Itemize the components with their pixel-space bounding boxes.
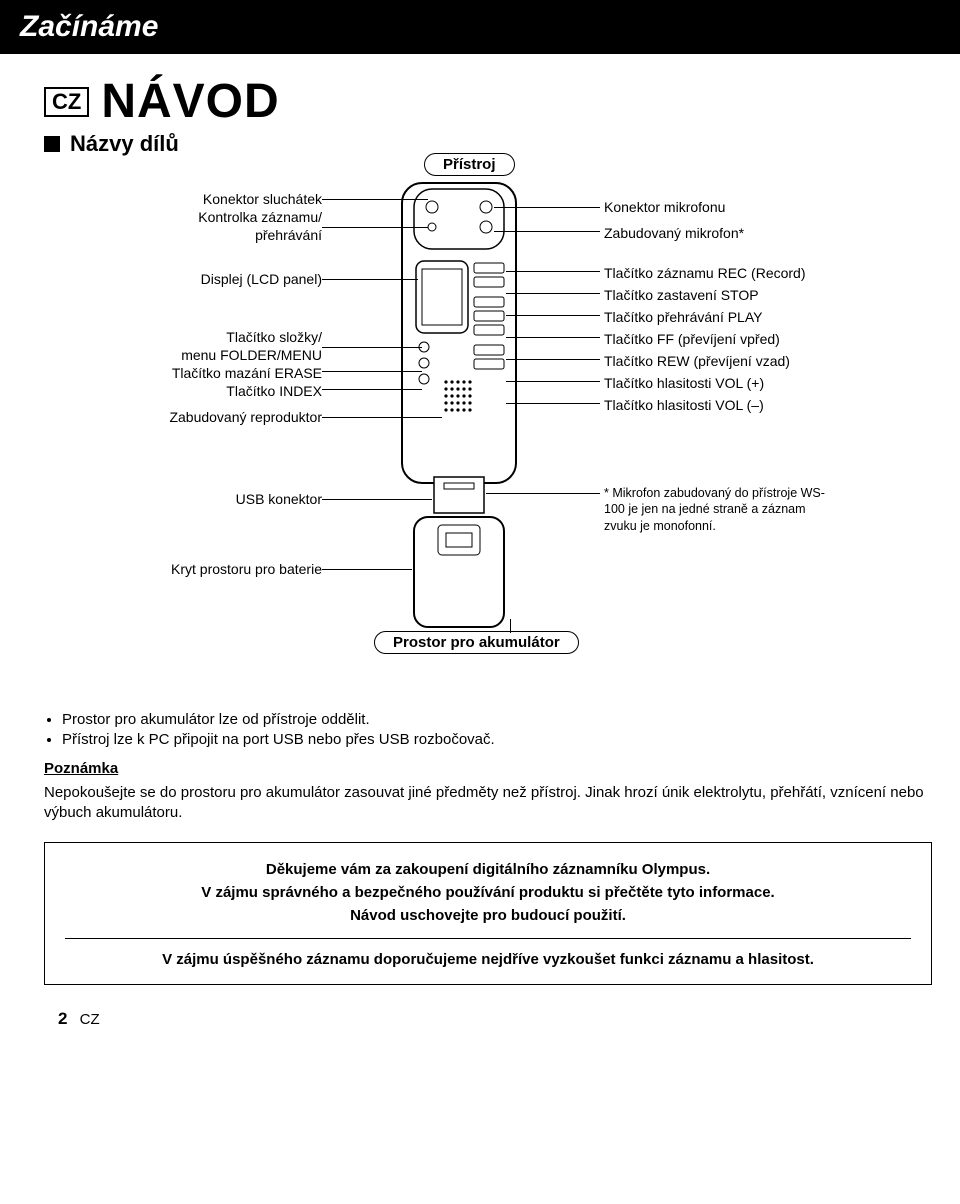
callout-stop: Tlačítko zastavení STOP: [604, 287, 759, 305]
callout-rec: Tlačítko záznamu REC (Record): [604, 265, 806, 283]
leader-line: [322, 279, 418, 280]
callout-erase: Tlačítko mazání ERASE: [172, 365, 322, 383]
callout-rew: Tlačítko REW (převíjení vzad): [604, 353, 790, 371]
info-thanks: Děkujeme vám za zakoupení digitálního zá…: [65, 859, 911, 926]
callout-text: Tlačítko hlasitosti VOL (+): [604, 375, 764, 391]
callout-vol-up: Tlačítko hlasitosti VOL (+): [604, 375, 764, 393]
mic-footnote: * Mikrofon zabudovaný do přístroje WS-10…: [604, 485, 834, 534]
battery-compartment-text: Prostor pro akumulátor: [393, 634, 560, 651]
callout-text: Tlačítko REW (převíjení vzad): [604, 353, 790, 369]
leader-line: [506, 271, 600, 272]
leader-line: [494, 231, 600, 232]
leader-line: [322, 417, 442, 418]
callout-vol-down: Tlačítko hlasitosti VOL (–): [604, 397, 764, 415]
callout-text: Tlačítko zastavení STOP: [604, 287, 759, 303]
leader-line: [506, 403, 600, 404]
note-body: Nepokoušejte se do prostoru pro akumulát…: [44, 783, 932, 824]
page-footer: 2 CZ: [44, 1009, 932, 1029]
callout-text: Tlačítko záznamu REC (Record): [604, 265, 806, 281]
callout-mic-conn: Konektor mikrofonu: [604, 199, 725, 217]
callout-text: Tlačítko přehrávání PLAY: [604, 309, 762, 325]
callout-mic-builtin: Zabudovaný mikrofon*: [604, 225, 744, 243]
callout-text: Tlačítko FF (převíjení vpřed): [604, 331, 780, 347]
bullet-item: Přístroj lze k PC připojit na port USB n…: [62, 731, 932, 748]
info-line1: Děkujeme vám za zakoupení digitálního zá…: [65, 859, 911, 880]
callout-text: USB konektor: [236, 491, 322, 507]
callout-index: Tlačítko INDEX: [226, 383, 322, 401]
section-title: Názvy dílů: [70, 131, 179, 157]
callout-text: Kontrolka záznamu/ přehrávání: [198, 209, 322, 243]
battery-compartment-label: Prostor pro akumulátor: [374, 631, 579, 654]
leader-line: [322, 499, 432, 500]
leader-line: [322, 389, 422, 390]
page-header: Začínáme: [0, 0, 960, 54]
leader-line: [494, 207, 600, 208]
leader-line: [506, 315, 600, 316]
manual-title: NÁVOD: [101, 74, 279, 129]
callout-text: Tlačítko mazání ERASE: [172, 365, 322, 381]
callout-text: Tlačítko INDEX: [226, 383, 322, 399]
callout-ff: Tlačítko FF (převíjení vpřed): [604, 331, 780, 349]
leader-line: [322, 199, 428, 200]
section-bullet-icon: [44, 136, 60, 152]
callout-folder: Tlačítko složky/ menu FOLDER/MENU: [181, 329, 322, 364]
callout-play: Tlačítko přehrávání PLAY: [604, 309, 762, 327]
page-lang: CZ: [80, 1011, 100, 1028]
callout-text: Zabudovaný mikrofon*: [604, 225, 744, 241]
leader-line: [322, 227, 428, 228]
callout-headphone: Konektor sluchátek: [203, 191, 322, 209]
callout-text: Tlačítko složky/ menu FOLDER/MENU: [181, 329, 322, 363]
leader-line: [322, 569, 412, 570]
leader-line: [486, 493, 600, 494]
callout-text: Tlačítko hlasitosti VOL (–): [604, 397, 764, 413]
language-badge: CZ: [44, 87, 89, 117]
leader-line: [322, 347, 422, 348]
device-label-text: Přístroj: [443, 156, 496, 173]
leader-line: [510, 619, 511, 633]
device-illustration: [374, 177, 544, 637]
callout-display: Displej (LCD panel): [201, 271, 322, 289]
leader-line: [506, 293, 600, 294]
callout-text: Kryt prostoru pro baterie: [171, 561, 322, 577]
info-box: Děkujeme vám za zakoupení digitálního zá…: [44, 842, 932, 985]
leader-line: [322, 371, 422, 372]
leader-line: [506, 337, 600, 338]
info-line3: Návod uschovejte pro budoucí použití.: [65, 905, 911, 926]
leader-line: [506, 381, 600, 382]
callout-text: Konektor sluchátek: [203, 191, 322, 207]
callout-text: Zabudovaný reproduktor: [169, 409, 322, 425]
bullet-text: Prostor pro akumulátor lze od přístroje …: [62, 711, 370, 728]
bullet-list: Prostor pro akumulátor lze od přístroje …: [44, 711, 932, 748]
parts-diagram: Přístroj: [44, 171, 932, 691]
header-title: Začínáme: [20, 10, 158, 43]
callout-rec-playback: Kontrolka záznamu/ přehrávání: [198, 209, 322, 244]
info-line2: V zájmu správného a bezpečného používání…: [65, 882, 911, 903]
callout-usb: USB konektor: [236, 491, 322, 509]
page-number: 2: [58, 1009, 67, 1028]
callout-battery-cover: Kryt prostoru pro baterie: [171, 561, 322, 579]
callout-text: Konektor mikrofonu: [604, 199, 725, 215]
callout-speaker: Zabudovaný reproduktor: [169, 409, 322, 427]
bullet-item: Prostor pro akumulátor lze od přístroje …: [62, 711, 932, 728]
footnote-text: * Mikrofon zabudovaný do přístroje WS-10…: [604, 486, 825, 533]
info-divider: [65, 938, 911, 939]
bullet-text: Přístroj lze k PC připojit na port USB n…: [62, 731, 495, 748]
note-heading: Poznámka: [44, 760, 932, 777]
device-label: Přístroj: [424, 153, 515, 176]
leader-line: [506, 359, 600, 360]
subtitle-row: CZ NÁVOD: [44, 74, 932, 129]
info-recommendation: V zájmu úspěšného záznamu doporučujeme n…: [65, 951, 911, 968]
callout-text: Displej (LCD panel): [201, 271, 322, 287]
